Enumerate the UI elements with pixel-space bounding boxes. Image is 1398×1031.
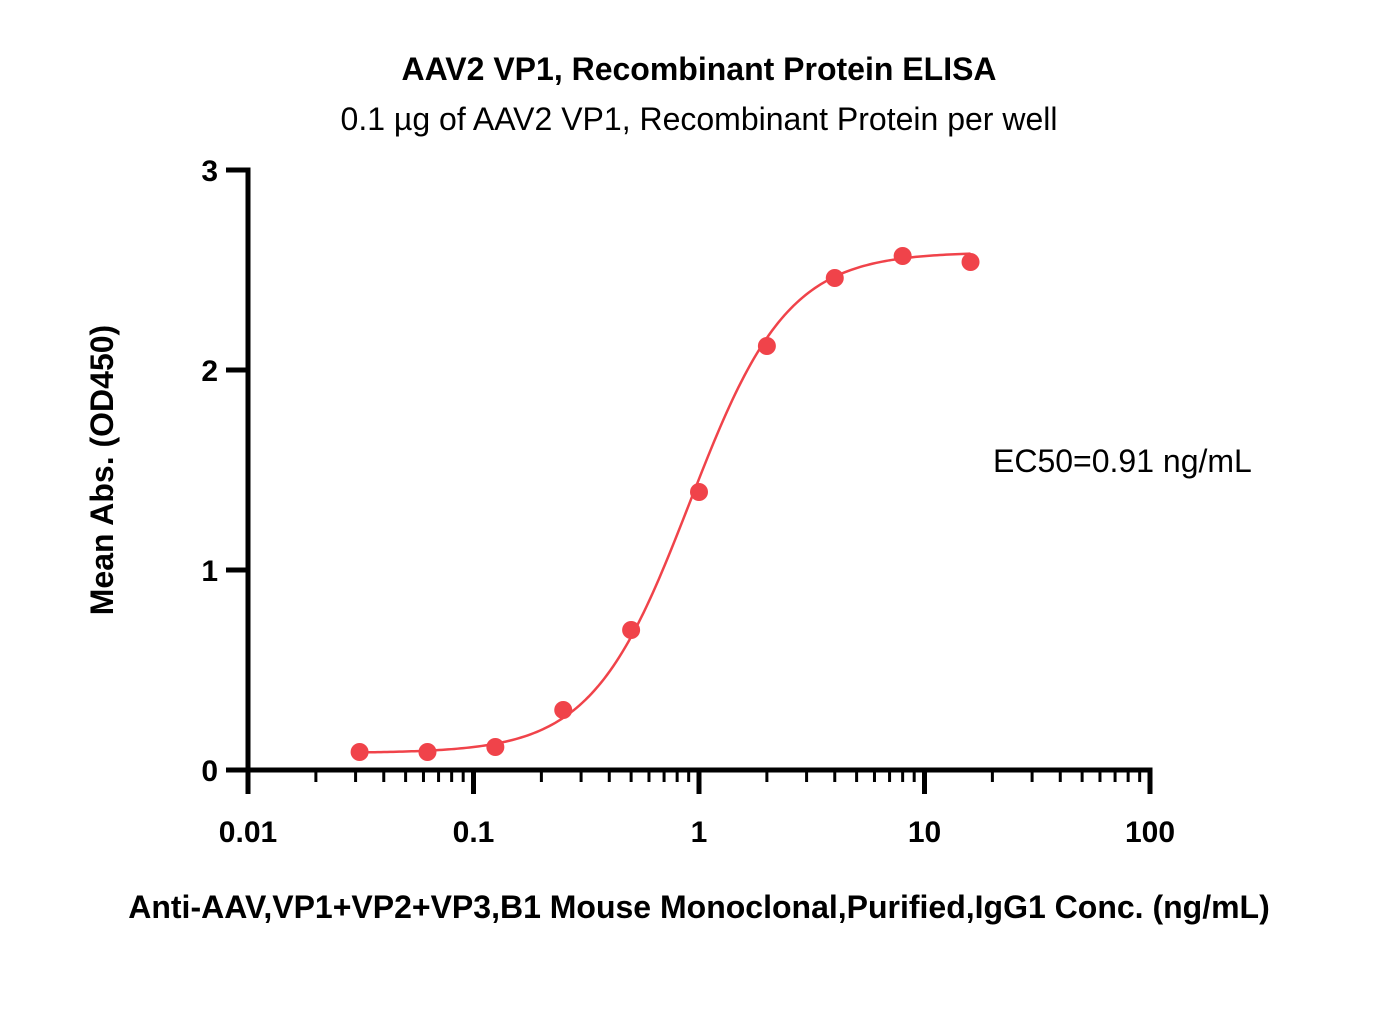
x-tick-label: 0.01 xyxy=(219,816,277,849)
data-point xyxy=(622,621,641,639)
data-point xyxy=(554,701,573,719)
x-tick-label: 1 xyxy=(691,816,708,849)
y-tick-label: 0 xyxy=(201,755,218,788)
x-tick-label: 100 xyxy=(1125,816,1175,849)
data-point xyxy=(893,247,912,265)
data-point xyxy=(350,743,369,761)
chart-subtitle: 0.1 µg of AAV2 VP1, Recombinant Protein … xyxy=(341,101,1058,137)
data-point xyxy=(486,738,505,756)
data-point xyxy=(961,253,980,271)
axes: 0 1 2 3 0.01 0.1 1 10 100 xyxy=(201,155,1175,849)
data-point xyxy=(757,337,776,355)
chart-title: AAV2 VP1, Recombinant Protein ELISA xyxy=(401,51,996,87)
y-axis-label: Mean Abs. (OD450) xyxy=(84,325,120,615)
x-tick-label: 0.1 xyxy=(453,816,495,849)
fit-curve xyxy=(359,252,971,754)
y-tick-label: 1 xyxy=(201,555,218,588)
data-point xyxy=(690,483,708,501)
x-axis-label: Anti-AAV,VP1+VP2+VP3,B1 Mouse Monoclonal… xyxy=(128,889,1270,925)
y-tick-label: 3 xyxy=(201,155,218,188)
ec50-annotation: EC50=0.91 ng/mL xyxy=(993,443,1252,479)
x-tick-label: 10 xyxy=(908,816,941,849)
data-points-layer xyxy=(350,247,980,761)
y-tick-label: 2 xyxy=(201,355,218,388)
data-point xyxy=(418,743,437,761)
fit-curve-layer xyxy=(359,252,971,754)
data-point xyxy=(825,269,844,287)
